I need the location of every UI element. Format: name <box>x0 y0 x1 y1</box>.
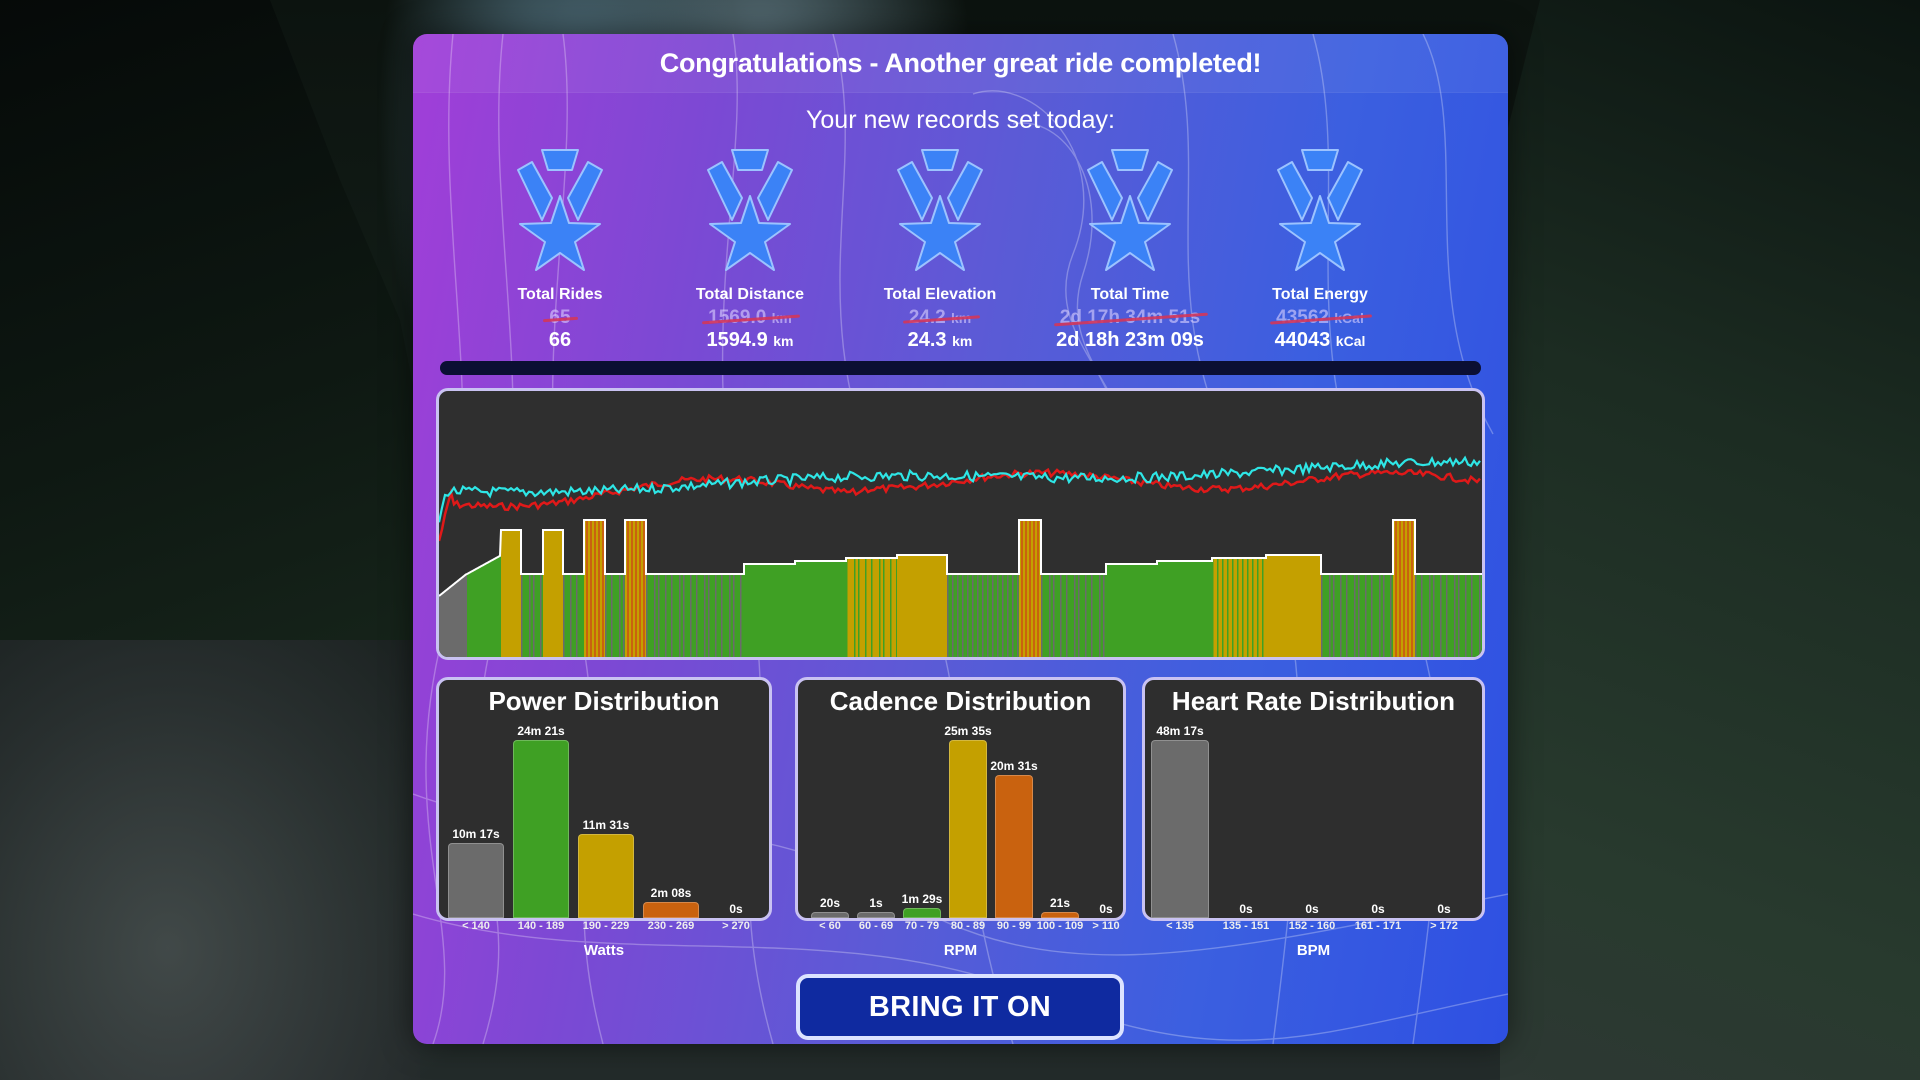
x-axis-tick-label: 80 - 89 <box>950 920 986 932</box>
distribution-bar <box>857 912 895 918</box>
record-label: Total Distance <box>695 286 805 303</box>
bring-it-on-button[interactable]: BRING IT ON <box>796 974 1124 1040</box>
heart-rate-axis-unit: BPM <box>1296 942 1331 959</box>
record-old-value: 1569.0 km <box>708 307 792 328</box>
cadence-axis-unit: RPM <box>943 942 978 959</box>
x-axis-tick-label: 190 - 229 <box>582 920 630 932</box>
record-old-value: 24.2 km <box>908 307 972 328</box>
cadence-distribution-panel: Cadence Distribution 20s 1s 1m 29s 25m 35s 2… <box>795 677 1126 921</box>
bar-value-label: 10m 17s <box>452 827 500 841</box>
records-heading: Your new records set today: <box>806 106 1115 134</box>
bar-value-label: 48m 17s <box>1156 724 1204 738</box>
record-old-value: 2d 17h 34m 51s <box>1059 307 1201 328</box>
record-label: Total Energy <box>1272 286 1368 303</box>
bar-value-label: 20s <box>819 896 841 910</box>
bar-value-label: 1s <box>869 896 883 910</box>
page-title: Congratulations - Another great ride com… <box>659 47 1262 78</box>
record-new-value: 66 <box>548 329 572 351</box>
distribution-bar <box>1041 912 1079 918</box>
medal-star-icon <box>707 149 793 271</box>
distribution-bar <box>578 834 634 918</box>
x-axis-tick-label: 140 - 189 <box>517 920 565 932</box>
power-axis-unit: Watts <box>583 942 625 959</box>
x-axis-tick-label: 152 - 160 <box>1288 920 1336 932</box>
record-old-value: 43562 kCal <box>1276 307 1364 328</box>
progress-bar <box>440 361 1481 375</box>
record-new-value: 44043 kCal <box>1274 329 1366 351</box>
bar-value-label: 0s <box>1239 902 1253 916</box>
header-bar: Congratulations - Another great ride com… <box>413 34 1508 93</box>
power-distribution-panel: Power Distribution 10m 17s 24m 21s 11m 31s… <box>436 677 772 921</box>
x-axis-tick-label: 60 - 69 <box>858 920 894 932</box>
medal-star-icon <box>897 149 983 271</box>
bar-value-label: 0s <box>1437 902 1451 916</box>
x-axis-tick-label: 161 - 171 <box>1354 920 1402 932</box>
ride-timeline-chart <box>436 388 1485 660</box>
bar-value-label: 24m 21s <box>517 724 565 738</box>
record-total-elevation: Total Elevation 24.2 km 24.3 km <box>850 148 1030 352</box>
bar-value-label: 20m 31s <box>990 759 1038 773</box>
distribution-bar <box>513 740 569 918</box>
x-axis-tick-label: 90 - 99 <box>996 920 1032 932</box>
bar-value-label: 0s <box>1099 902 1113 916</box>
heart-rate-distribution-panel: Heart Rate Distribution 48m 17s 0s 0s 0s 0s <box>1142 677 1485 921</box>
bar-value-label: 11m 31s <box>582 818 630 832</box>
x-axis-tick-label: 135 - 151 <box>1222 920 1270 932</box>
x-axis-tick-label: > 110 <box>1092 920 1120 932</box>
distribution-bar <box>995 775 1033 918</box>
distribution-bar <box>949 740 987 918</box>
background-trees-right <box>1500 0 1920 1080</box>
record-old-value: 65 <box>549 307 571 328</box>
x-axis-tick-label: 100 - 109 <box>1036 920 1084 932</box>
panel-title: Heart Rate Distribution <box>1171 686 1456 716</box>
x-axis-tick-label: > 172 <box>1430 920 1458 932</box>
record-new-value: 24.3 km <box>907 329 973 351</box>
record-total-energy: Total Energy 43562 kCal 44043 kCal <box>1230 148 1410 352</box>
record-total-time: Total Time 2d 17h 34m 51s 2d 18h 23m 09s <box>1040 148 1220 351</box>
panel-title: Cadence Distribution <box>829 686 1092 716</box>
distribution-bar <box>903 908 941 918</box>
panel-title: Power Distribution <box>488 686 720 716</box>
record-new-value: 2d 18h 23m 09s <box>1056 329 1204 351</box>
bar-value-label: 2m 08s <box>650 886 692 900</box>
x-axis-tick-label: > 270 <box>722 920 750 932</box>
bar-value-label: 0s <box>1305 902 1319 916</box>
distribution-bar <box>643 902 699 918</box>
record-new-value: 1594.9 km <box>706 329 794 351</box>
x-axis-tick-label: 230 - 269 <box>647 920 695 932</box>
distribution-bar <box>1151 740 1209 918</box>
medal-star-icon <box>1277 149 1363 271</box>
background-road <box>0 640 420 1080</box>
timeline-graph <box>439 455 1482 657</box>
bar-value-label: 21s <box>1049 896 1071 910</box>
medal-star-icon <box>1087 149 1173 271</box>
x-axis-tick-label: < 135 <box>1166 920 1194 932</box>
bar-value-label: 1m 29s <box>901 892 943 906</box>
record-label: Total Elevation <box>883 286 997 303</box>
bar-value-label: 0s <box>729 902 743 916</box>
distribution-bar <box>811 912 849 918</box>
record-total-rides: Total Rides 65 66 <box>470 148 650 351</box>
x-axis-tick-label: 70 - 79 <box>904 920 940 932</box>
record-label: Total Rides <box>517 286 603 303</box>
record-total-distance: Total Distance 1569.0 km 1594.9 km <box>660 148 840 352</box>
bar-value-label: 0s <box>1371 902 1385 916</box>
bar-value-label: 25m 35s <box>944 724 992 738</box>
distribution-bar <box>448 843 504 918</box>
x-axis-tick-label: < 140 <box>462 920 490 932</box>
ride-summary-panel: Congratulations - Another great ride com… <box>413 34 1508 1044</box>
medal-star-icon <box>517 149 603 271</box>
x-axis-tick-label: < 60 <box>819 920 841 932</box>
record-label: Total Time <box>1090 286 1170 303</box>
